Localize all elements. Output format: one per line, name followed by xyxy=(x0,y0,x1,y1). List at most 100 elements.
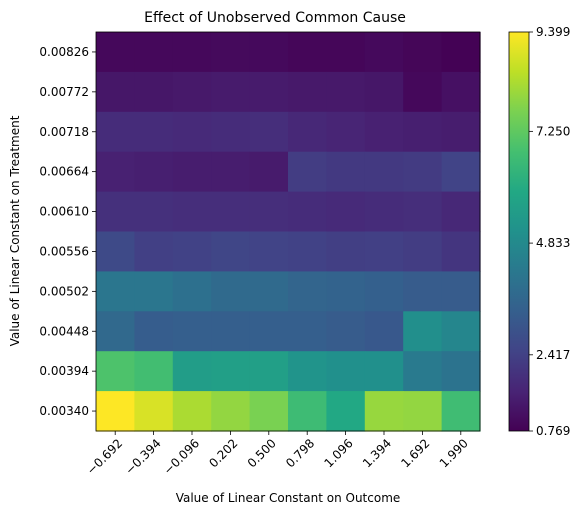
heatmap-cell xyxy=(134,231,174,272)
heatmap-cell xyxy=(288,71,327,113)
colorbar-ticks: 0.769 2.417 4.833 7.250 9.399 xyxy=(529,25,570,438)
heatmap-cell xyxy=(364,111,404,153)
heatmap-cell xyxy=(134,32,174,73)
heatmap-cell xyxy=(403,71,443,113)
y-tick-label: 0.00826 xyxy=(39,45,89,59)
heatmap-cell xyxy=(288,391,327,432)
heatmap-cell xyxy=(326,71,366,113)
heatmap-cell xyxy=(403,271,443,312)
heatmap-cell xyxy=(172,32,212,73)
heatmap-cell xyxy=(403,151,443,193)
colorbar-tick-label: 2.417 xyxy=(536,348,570,362)
y-tick-label: 0.00340 xyxy=(39,404,89,418)
heatmap-cell xyxy=(326,191,366,233)
heatmap-cell xyxy=(249,271,289,312)
heatmap-cell xyxy=(96,32,135,73)
y-tick-label: 0.00664 xyxy=(39,165,89,179)
x-tick-label: 1.990 xyxy=(437,436,471,470)
heatmap-cell xyxy=(288,271,327,312)
heatmap-cell xyxy=(441,311,481,352)
heatmap-cell xyxy=(441,231,481,272)
heatmap-cell xyxy=(211,151,251,193)
heatmap-cell xyxy=(326,111,366,153)
x-tick-label: 0.798 xyxy=(283,436,317,470)
heatmap-cell xyxy=(249,151,289,193)
colorbar-tick-label: 4.833 xyxy=(536,236,570,250)
heatmap-cell xyxy=(326,311,366,352)
heatmap-cell xyxy=(326,231,366,272)
heatmap-cell xyxy=(172,71,212,113)
heatmap-cell xyxy=(211,71,251,113)
y-axis-ticks: 0.00826 0.00772 0.00718 0.00664 0.00610 0.005… xyxy=(39,45,96,418)
heatmap-cell xyxy=(249,32,289,73)
heatmap-cell xyxy=(96,311,135,352)
chart-title: Effect of Unobserved Common Cause xyxy=(144,10,406,26)
heatmap-cell xyxy=(403,32,443,73)
y-tick-label: 0.00556 xyxy=(39,244,89,258)
heatmap-cell xyxy=(134,151,174,193)
heatmap-cell xyxy=(364,71,404,113)
heatmap-cell xyxy=(288,151,327,193)
y-axis-label: Value of Linear Constant on Treatment xyxy=(8,115,22,346)
heatmap-cell xyxy=(364,391,404,432)
heatmap-cell xyxy=(249,351,289,392)
heatmap-cell xyxy=(288,231,327,272)
heatmap-cell xyxy=(249,71,289,113)
heatmap-cell xyxy=(96,351,135,392)
heatmap-cell xyxy=(211,271,251,312)
x-axis-label: Value of Linear Constant on Outcome xyxy=(176,491,401,505)
heatmap-cell xyxy=(326,351,366,392)
heatmap-cell xyxy=(134,391,174,432)
heatmap-cell xyxy=(172,271,212,312)
heatmap-cell xyxy=(249,231,289,272)
heatmap-cell xyxy=(441,351,481,392)
heatmap-cell xyxy=(211,311,251,352)
heatmap-cell xyxy=(96,271,135,312)
heatmap-cell xyxy=(211,391,251,432)
heatmap-cell xyxy=(441,32,481,73)
heatmap-cell xyxy=(134,71,174,113)
x-tick-label: 0.202 xyxy=(206,436,240,470)
heatmap-cell xyxy=(211,351,251,392)
heatmap-cell xyxy=(96,151,135,193)
heatmap-cell xyxy=(403,351,443,392)
y-tick-label: 0.00448 xyxy=(39,324,89,338)
heatmap-cell xyxy=(211,32,251,73)
heatmap-cells xyxy=(96,32,481,432)
x-tick-label: −0.692 xyxy=(84,436,125,477)
heatmap-cell xyxy=(249,191,289,233)
heatmap-cell xyxy=(288,32,327,73)
x-tick-label: −0.096 xyxy=(161,436,202,477)
x-tick-label: 0.500 xyxy=(245,436,279,470)
heatmap-cell xyxy=(249,111,289,153)
heatmap-cell xyxy=(172,391,212,432)
y-tick-label: 0.00718 xyxy=(39,125,89,139)
heatmap-cell xyxy=(172,191,212,233)
heatmap-cell xyxy=(134,311,174,352)
heatmap-cell xyxy=(211,191,251,233)
heatmap-cell xyxy=(172,151,212,193)
heatmap-cell xyxy=(364,351,404,392)
heatmap-cell xyxy=(364,311,404,352)
heatmap-cell xyxy=(364,32,404,73)
heatmap-cell xyxy=(364,271,404,312)
heatmap-cell xyxy=(249,391,289,432)
y-tick-label: 0.00772 xyxy=(39,85,89,99)
heatmap-cell xyxy=(211,111,251,153)
x-tick-label: 1.096 xyxy=(322,436,356,470)
heatmap-cell xyxy=(172,311,212,352)
heatmap-cell xyxy=(326,32,366,73)
heatmap-cell xyxy=(96,111,135,153)
colorbar-tick-label: 0.769 xyxy=(536,424,570,438)
heatmap-cell xyxy=(96,191,135,233)
heatmap-cell xyxy=(441,191,481,233)
heatmap-cell xyxy=(96,231,135,272)
heatmap-cell xyxy=(211,231,251,272)
heatmap-cell xyxy=(441,391,481,432)
heatmap-cell xyxy=(288,351,327,392)
heatmap-cell xyxy=(441,71,481,113)
heatmap-cell xyxy=(249,311,289,352)
heatmap-cell xyxy=(441,151,481,193)
colorbar-tick-label: 7.250 xyxy=(536,124,570,138)
heatmap-cell xyxy=(403,191,443,233)
